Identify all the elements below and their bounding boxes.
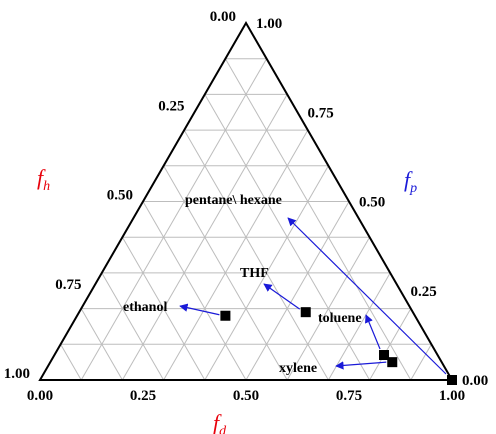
annotation-arrow — [287, 217, 447, 375]
axis-title-fd: fd — [213, 410, 227, 434]
data-point — [220, 310, 231, 321]
tick-label-fd: 0.50 — [233, 388, 259, 404]
grid-line — [286, 236, 371, 381]
grid-line — [183, 129, 329, 381]
tick-label-fd: 1.00 — [439, 388, 465, 404]
annotation-arrow — [263, 283, 301, 310]
tick-label-fp: 0.25 — [411, 284, 437, 300]
tick-label-fp: 0.75 — [308, 105, 334, 121]
grid-line — [80, 58, 268, 381]
tick-label-fh: 0.75 — [55, 277, 81, 293]
point-label: pentane\ hexane — [185, 193, 282, 208]
tick-label-fd: 0.75 — [336, 388, 362, 404]
tick-label-fp: 0.50 — [359, 195, 385, 211]
grid-line — [163, 129, 309, 381]
point-label: THF — [240, 266, 269, 281]
tick-label-fd: 0.00 — [27, 388, 53, 404]
grid-line — [224, 58, 412, 381]
grid-line — [245, 201, 350, 381]
annotation-arrow — [364, 314, 381, 350]
grid-line — [410, 344, 432, 381]
tick-labels: 0.00 0.00 0.00 0.25 0.25 0.25 0.50 0.50 0.50 0.75… — [4, 9, 489, 404]
data-point — [447, 375, 457, 385]
tick-label-fd: 0.25 — [130, 388, 156, 404]
triangle-frame — [38, 20, 454, 381]
grid-line — [142, 201, 247, 381]
grid-line — [121, 236, 206, 381]
point-labels: ethanol THF toluene xylene pentane\ hexane — [123, 193, 362, 376]
tick-label-fh: 0.00 — [210, 9, 236, 25]
axis-title-fh: fh — [37, 165, 50, 194]
data-points — [220, 307, 457, 385]
grid-line — [80, 308, 123, 381]
tick-label-fp: 1.00 — [256, 16, 282, 32]
point-label: xylene — [279, 361, 317, 376]
point-label: ethanol — [123, 300, 167, 315]
tick-label-fh: 0.25 — [158, 98, 184, 114]
axis-title-fp: fp — [404, 167, 417, 196]
grid-line — [101, 272, 165, 381]
tick-label-fh: 0.50 — [107, 188, 133, 204]
grid-lines — [60, 58, 432, 381]
data-point — [387, 357, 398, 368]
tick-label-fp: 0.00 — [462, 373, 488, 389]
annotation-arrow — [179, 303, 220, 316]
label-arrows — [179, 217, 447, 375]
grid-line — [60, 344, 82, 381]
annotation-arrow — [335, 361, 387, 370]
grid-line — [369, 308, 412, 381]
tick-label-fh: 1.00 — [4, 366, 30, 382]
data-point — [379, 350, 390, 361]
point-label: toluene — [318, 311, 362, 326]
data-point — [300, 307, 311, 318]
